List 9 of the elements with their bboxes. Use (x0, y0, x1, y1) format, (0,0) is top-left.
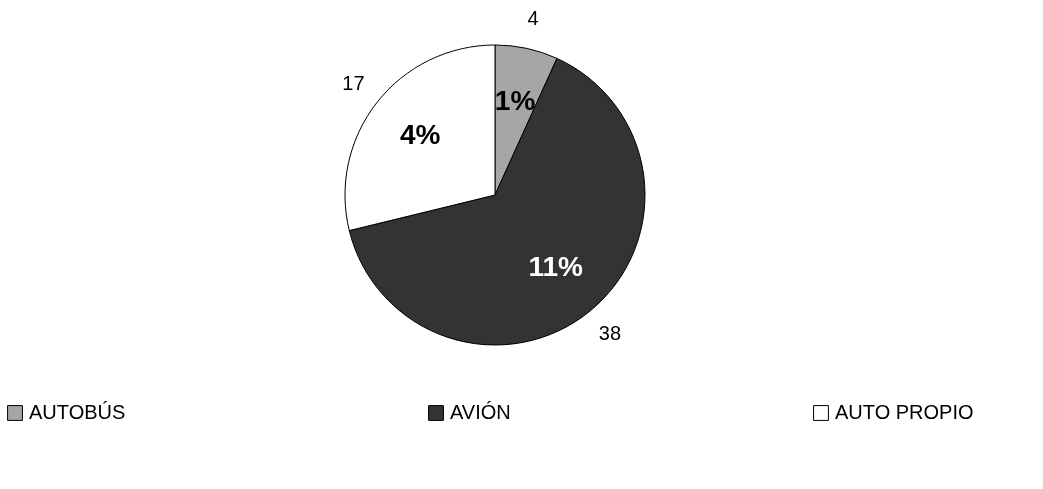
legend-label: AUTOBÚS (29, 401, 126, 423)
data-label: 17 (342, 71, 365, 94)
text: 11% (528, 251, 583, 283)
text: 4% (400, 119, 441, 151)
legend-label: AVIÓN (450, 401, 511, 423)
legend-label: AUTO PROPIO (835, 401, 974, 423)
text: 1% (494, 85, 536, 117)
data-label: 4 (527, 7, 539, 30)
data-label: 38 (598, 321, 622, 344)
